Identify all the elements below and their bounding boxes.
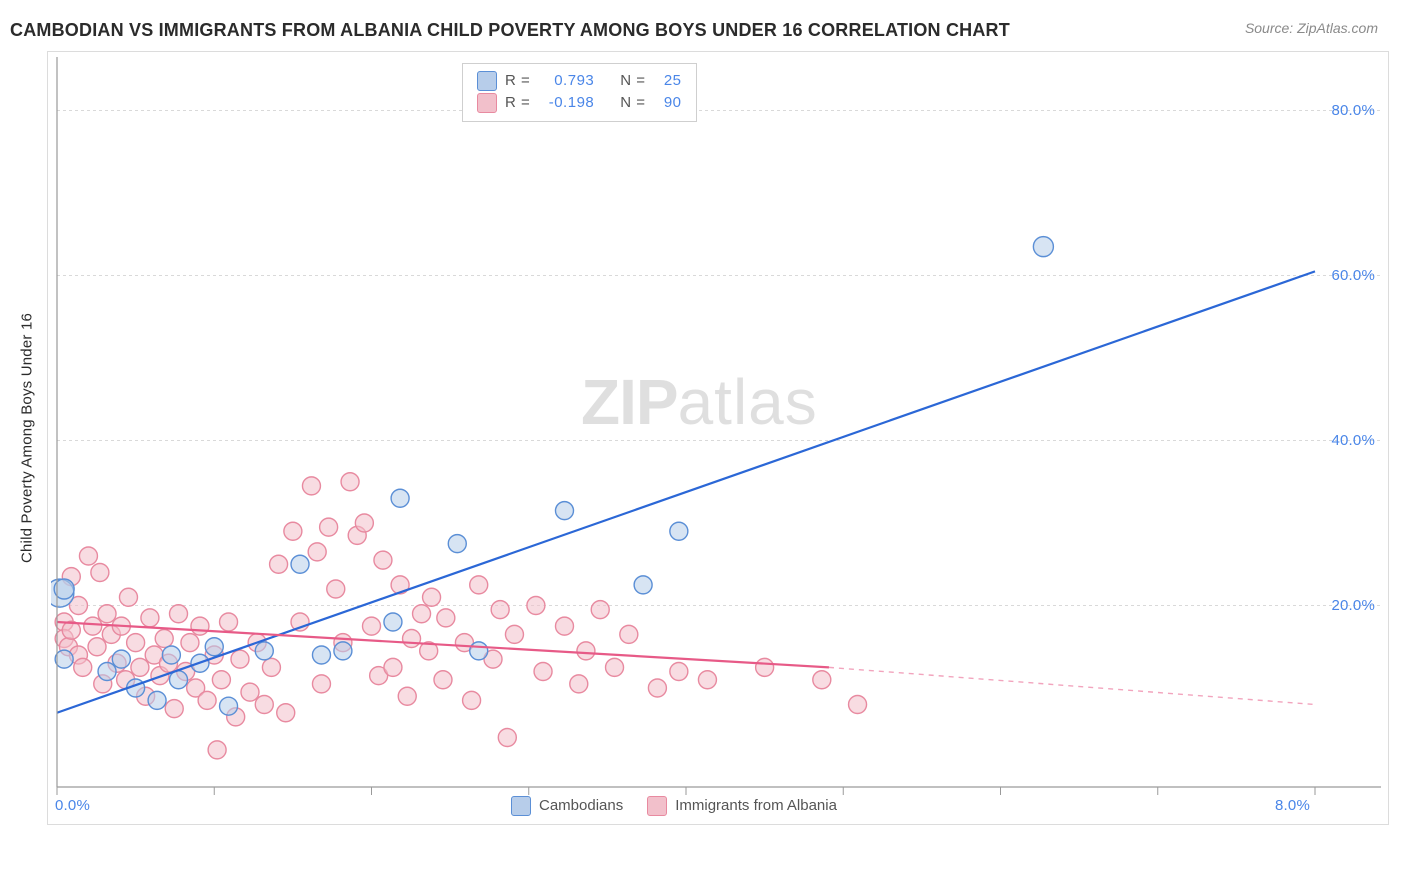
plot-frame: Child Poverty Among Boys Under 16 20.0%4… — [48, 52, 1388, 824]
y-tick-label: 20.0% — [1331, 597, 1375, 614]
r-value: 0.793 — [538, 70, 594, 92]
legend-label: Immigrants from Albania — [675, 795, 837, 817]
legend-swatch — [511, 796, 531, 816]
n-value: 25 — [654, 70, 682, 92]
y-tick-label: 40.0% — [1331, 432, 1375, 449]
r-value: -0.198 — [538, 92, 594, 114]
legend-item: Immigrants from Albania — [647, 795, 837, 817]
legend-swatch — [477, 93, 497, 113]
y-tick-label: 80.0% — [1331, 102, 1375, 119]
r-label: R = — [505, 70, 530, 92]
chart-canvas — [51, 55, 1385, 821]
legend-swatch — [647, 796, 667, 816]
x-tick-label: 8.0% — [1275, 797, 1310, 814]
chart-header: CAMBODIAN VS IMMIGRANTS FROM ALBANIA CHI… — [0, 0, 1406, 45]
legend-item: Cambodians — [511, 795, 623, 817]
legend-label: Cambodians — [539, 795, 623, 817]
stats-legend-box: R = 0.793 N = 25 R = -0.198 N = 90 — [462, 63, 697, 122]
source-attribution: Source: ZipAtlas.com — [1245, 20, 1378, 36]
stats-row: R = -0.198 N = 90 — [477, 92, 682, 114]
n-label: N = — [620, 92, 645, 114]
n-value: 90 — [654, 92, 682, 114]
y-axis-title: Child Poverty Among Boys Under 16 — [19, 313, 36, 563]
x-tick-label: 0.0% — [55, 797, 90, 814]
chart-title: CAMBODIAN VS IMMIGRANTS FROM ALBANIA CHI… — [10, 20, 1010, 41]
stats-row: R = 0.793 N = 25 — [477, 70, 682, 92]
y-tick-label: 60.0% — [1331, 267, 1375, 284]
r-label: R = — [505, 92, 530, 114]
bottom-legend: Cambodians Immigrants from Albania — [511, 795, 837, 817]
legend-swatch — [477, 71, 497, 91]
n-label: N = — [620, 70, 645, 92]
